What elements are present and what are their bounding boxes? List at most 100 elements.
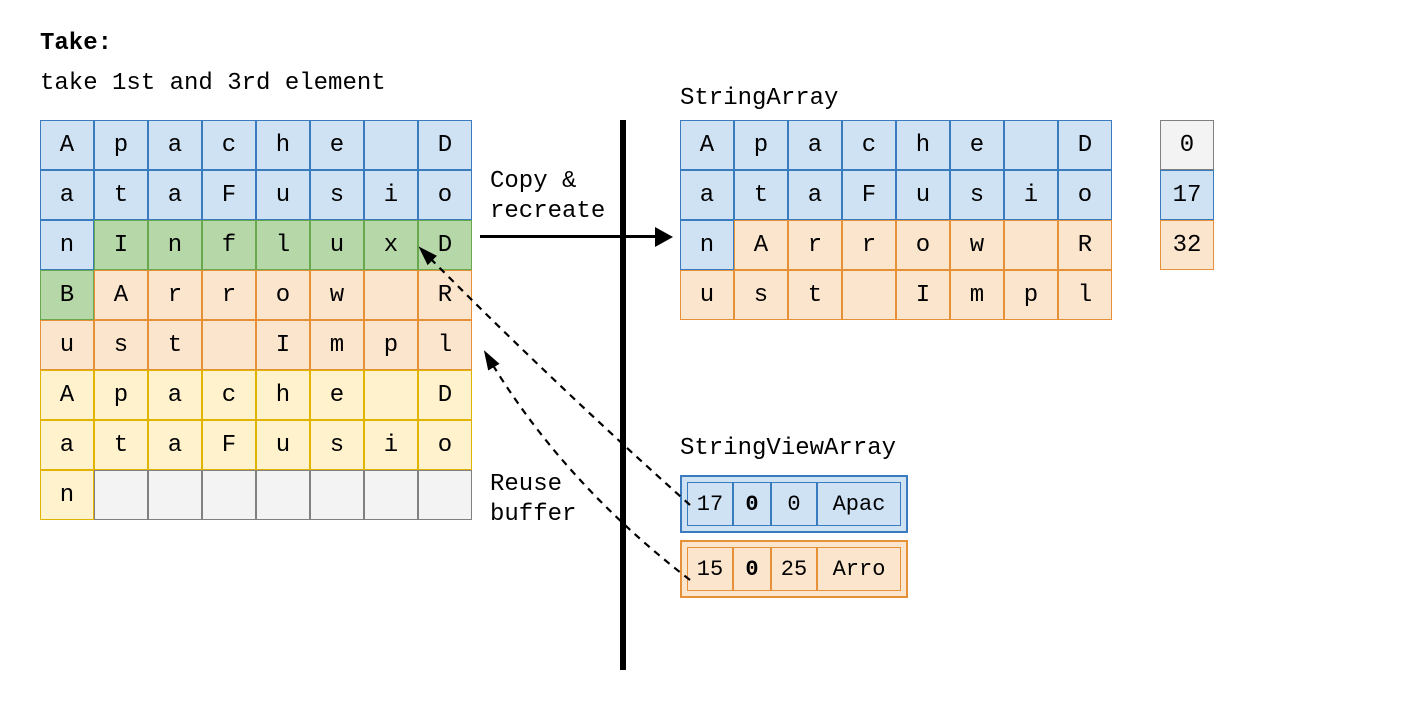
- grid-cell: o: [896, 220, 950, 270]
- grid-cell: p: [1004, 270, 1058, 320]
- left-char-grid: ApacheDataFusionInfluxDBArrowRustImplApa…: [40, 120, 472, 520]
- grid-cell: a: [148, 370, 202, 420]
- view-cell: 15: [687, 547, 733, 591]
- grid-cell: a: [148, 120, 202, 170]
- grid-cell: a: [148, 420, 202, 470]
- grid-cell: [94, 470, 148, 520]
- grid-cell: R: [418, 270, 472, 320]
- grid-cell: [256, 470, 310, 520]
- grid-cell: D: [418, 220, 472, 270]
- grid-cell: [364, 120, 418, 170]
- grid-cell: i: [364, 170, 418, 220]
- grid-cell: u: [256, 170, 310, 220]
- grid-cell: r: [788, 220, 842, 270]
- grid-cell: h: [256, 120, 310, 170]
- grid-cell: h: [896, 120, 950, 170]
- grid-cell: A: [40, 120, 94, 170]
- grid-cell: w: [310, 270, 364, 320]
- grid-cell: l: [256, 220, 310, 270]
- grid-cell: I: [94, 220, 148, 270]
- grid-cell: u: [310, 220, 364, 270]
- grid-cell: l: [1058, 270, 1112, 320]
- grid-cell: [842, 270, 896, 320]
- view-cell: 0: [733, 547, 771, 591]
- grid-cell: c: [202, 370, 256, 420]
- grid-cell: u: [896, 170, 950, 220]
- grid-cell: p: [94, 370, 148, 420]
- grid-cell: r: [842, 220, 896, 270]
- view-row: 15025Arro: [680, 540, 908, 598]
- grid-cell: p: [94, 120, 148, 170]
- grid-cell: R: [1058, 220, 1112, 270]
- grid-cell: s: [94, 320, 148, 370]
- grid-cell: [364, 470, 418, 520]
- grid-cell: I: [256, 320, 310, 370]
- view-cell: 17: [687, 482, 733, 526]
- grid-cell: o: [1058, 170, 1112, 220]
- grid-cell: x: [364, 220, 418, 270]
- grid-cell: [202, 320, 256, 370]
- grid-cell: a: [40, 170, 94, 220]
- grid-cell: t: [734, 170, 788, 220]
- grid-cell: t: [94, 170, 148, 220]
- grid-cell: p: [364, 320, 418, 370]
- grid-cell: i: [364, 420, 418, 470]
- grid-cell: a: [40, 420, 94, 470]
- grid-cell: a: [788, 120, 842, 170]
- grid-cell: [1004, 120, 1058, 170]
- grid-cell: o: [418, 420, 472, 470]
- grid-cell: s: [734, 270, 788, 320]
- offset-cell: 17: [1160, 170, 1214, 220]
- grid-cell: u: [40, 320, 94, 370]
- grid-cell: I: [896, 270, 950, 320]
- grid-cell: l: [418, 320, 472, 370]
- grid-cell: h: [256, 370, 310, 420]
- grid-cell: s: [310, 420, 364, 470]
- view-cell: Arro: [817, 547, 901, 591]
- view-cell: 0: [771, 482, 817, 526]
- grid-cell: [418, 470, 472, 520]
- grid-cell: B: [40, 270, 94, 320]
- grid-cell: t: [94, 420, 148, 470]
- grid-cell: A: [40, 370, 94, 420]
- grid-cell: r: [202, 270, 256, 320]
- grid-cell: t: [788, 270, 842, 320]
- grid-cell: [148, 470, 202, 520]
- grid-cell: s: [310, 170, 364, 220]
- grid-cell: [202, 470, 256, 520]
- grid-cell: [364, 270, 418, 320]
- view-cell: 25: [771, 547, 817, 591]
- view-cell: Apac: [817, 482, 901, 526]
- grid-cell: c: [202, 120, 256, 170]
- grid-cell: [310, 470, 364, 520]
- grid-cell: A: [94, 270, 148, 320]
- grid-cell: a: [148, 170, 202, 220]
- grid-cell: D: [418, 370, 472, 420]
- grid-cell: u: [256, 420, 310, 470]
- grid-cell: e: [310, 120, 364, 170]
- grid-cell: u: [680, 270, 734, 320]
- grid-cell: w: [950, 220, 1004, 270]
- grid-cell: i: [1004, 170, 1058, 220]
- grid-cell: s: [950, 170, 1004, 220]
- grid-cell: o: [256, 270, 310, 320]
- grid-cell: D: [1058, 120, 1112, 170]
- reuse-label: Reuse buffer: [490, 470, 576, 530]
- grid-cell: A: [680, 120, 734, 170]
- grid-cell: F: [842, 170, 896, 220]
- arrow-line: [480, 235, 660, 238]
- grid-cell: m: [310, 320, 364, 370]
- grid-cell: n: [40, 470, 94, 520]
- grid-cell: a: [788, 170, 842, 220]
- view-row: 1700Apac: [680, 475, 908, 533]
- grid-cell: f: [202, 220, 256, 270]
- grid-cell: [1004, 220, 1058, 270]
- grid-cell: F: [202, 420, 256, 470]
- grid-cell: r: [148, 270, 202, 320]
- right-char-grid: ApacheDataFusionArrowRustImpl: [680, 120, 1112, 320]
- grid-cell: t: [148, 320, 202, 370]
- grid-cell: [364, 370, 418, 420]
- grid-cell: a: [680, 170, 734, 220]
- offset-cell: 32: [1160, 220, 1214, 270]
- offset-column: 01732: [1160, 120, 1214, 270]
